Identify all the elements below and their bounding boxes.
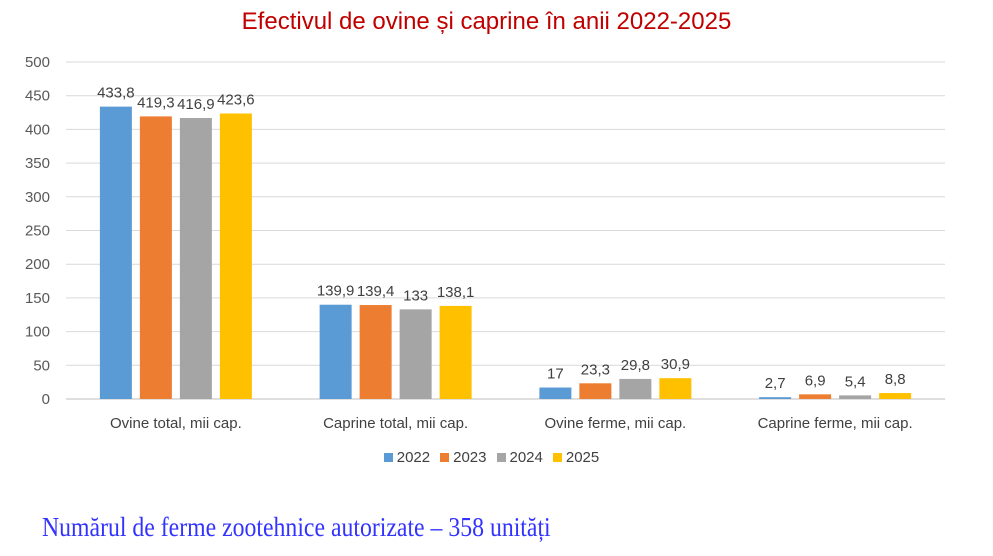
bar-chart: 0 50 100 150 200 250 300 350 400 450 500 Ovine tota… bbox=[25, 54, 945, 432]
legend-label: 2024 bbox=[509, 449, 543, 466]
data-label: 138,1 bbox=[437, 284, 475, 301]
data-label: 433,8 bbox=[97, 85, 135, 102]
data-label: 133 bbox=[403, 287, 428, 304]
y-tick-label: 300 bbox=[25, 189, 50, 206]
legend-item-2025: 2025 bbox=[552, 449, 600, 466]
y-tick-label: 500 bbox=[25, 54, 50, 71]
y-tick-label: 150 bbox=[25, 290, 50, 307]
data-label: 416,9 bbox=[177, 96, 215, 113]
legend-swatch bbox=[496, 453, 506, 462]
data-label: 139,4 bbox=[357, 283, 395, 300]
bar-2024 bbox=[839, 395, 872, 399]
footer-note: Numărul de ferme zootehnice autorizate –… bbox=[42, 512, 551, 542]
chart-title: Efectivul de ovine și caprine în anii 20… bbox=[241, 8, 732, 35]
data-label: 8,8 bbox=[885, 371, 906, 388]
legend-label: 2022 bbox=[396, 449, 431, 466]
x-tick-label: Ovine ferme, mii cap. bbox=[545, 415, 687, 432]
y-tick-label: 50 bbox=[33, 357, 50, 374]
data-label: 23,3 bbox=[581, 361, 610, 378]
legend: 2022 2023 2024 2025 bbox=[0, 449, 983, 466]
data-label: 17 bbox=[547, 366, 564, 383]
bar-2025 bbox=[879, 393, 912, 399]
bar-2025 bbox=[439, 305, 472, 399]
data-label: 6,9 bbox=[805, 372, 826, 389]
data-label: 29,8 bbox=[621, 357, 650, 374]
y-tick-label: 400 bbox=[25, 121, 50, 138]
legend-item-2024: 2024 bbox=[496, 449, 543, 466]
bar-2022 bbox=[319, 304, 352, 399]
bar-2023 bbox=[359, 305, 392, 399]
y-tick-label: 350 bbox=[25, 155, 50, 172]
x-tick-label: Caprine ferme, mii cap. bbox=[758, 415, 913, 432]
y-tick-label: 200 bbox=[25, 256, 50, 273]
bar-2023 bbox=[139, 116, 172, 400]
legend-label: 2025 bbox=[565, 449, 600, 466]
data-label: 5,4 bbox=[845, 373, 866, 390]
data-label: 419,3 bbox=[137, 94, 175, 111]
legend-label: 2023 bbox=[453, 449, 487, 466]
data-label: 423,6 bbox=[217, 91, 255, 108]
y-tick-label: 0 bbox=[42, 391, 50, 408]
bar-2022 bbox=[759, 397, 792, 399]
bar-2022 bbox=[99, 106, 132, 399]
legend-swatch bbox=[383, 453, 393, 462]
bar-2024 bbox=[619, 378, 652, 399]
legend-item-2023: 2023 bbox=[440, 449, 487, 466]
legend-item-2022: 2022 bbox=[383, 449, 431, 466]
y-tick-label: 450 bbox=[25, 88, 50, 105]
x-tick-label: Caprine total, mii cap. bbox=[323, 415, 468, 432]
bar-2023 bbox=[579, 383, 612, 399]
data-label: 30,9 bbox=[661, 356, 690, 373]
y-tick-label: 100 bbox=[25, 324, 50, 341]
legend-swatch bbox=[552, 453, 562, 462]
bar-2023 bbox=[799, 394, 832, 399]
y-tick-label: 250 bbox=[25, 223, 50, 240]
data-label: 2,7 bbox=[765, 375, 786, 392]
bar-2024 bbox=[179, 118, 212, 399]
x-tick-label: Ovine total, mii cap. bbox=[110, 415, 242, 432]
bar-2025 bbox=[659, 378, 692, 399]
bar-2025 bbox=[219, 113, 252, 400]
bar-2022 bbox=[539, 387, 572, 399]
data-label: 139,9 bbox=[317, 283, 355, 300]
bar-2024 bbox=[399, 309, 432, 399]
legend-swatch bbox=[440, 453, 450, 462]
